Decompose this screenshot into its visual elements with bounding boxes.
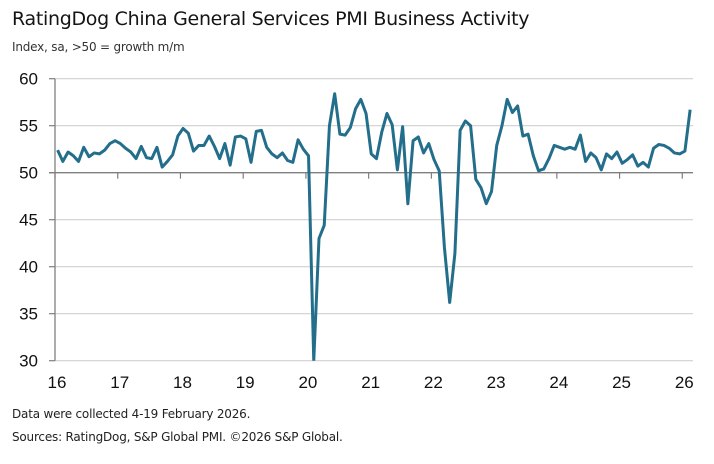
- series-line: [56, 92, 692, 361]
- y-tick-label: 55: [19, 117, 38, 136]
- x-tick-label: 24: [549, 373, 568, 392]
- axes: [49, 78, 693, 362]
- chart-plot: 30 35 40 45 50 55 60 16 17 18 19 20 21 22 23 24 25 26: [19, 70, 694, 392]
- sources-note: Sources: RatingDog, S&P Global PMI. ©202…: [12, 430, 343, 444]
- chart-subtitle: Index, sa, >50 = growth m/m: [12, 40, 185, 54]
- x-tick-label: 26: [675, 373, 694, 392]
- series-layer: [56, 92, 692, 361]
- y-tick-label: 45: [19, 211, 38, 230]
- data-collection-note: Data were collected 4-19 February 2026.: [12, 407, 251, 421]
- y-tick-label: 50: [19, 164, 38, 183]
- x-tick-label: 23: [487, 373, 506, 392]
- x-tick-label: 20: [298, 373, 317, 392]
- y-tick-label: 40: [19, 258, 38, 277]
- x-tick-label: 18: [173, 373, 192, 392]
- x-tick-label: 22: [424, 373, 443, 392]
- tick-labels: 30 35 40 45 50 55 60 16 17 18 19 20 21 22 23 24 25 26: [19, 70, 694, 392]
- x-tick-label: 17: [110, 373, 129, 392]
- x-tick-label: 19: [236, 373, 255, 392]
- x-tick-label: 16: [48, 373, 67, 392]
- x-tick-label: 21: [361, 373, 380, 392]
- x-tick-label: 25: [612, 373, 631, 392]
- y-tick-label: 35: [19, 305, 38, 324]
- chart-title: RatingDog China General Services PMI Bus…: [12, 8, 530, 30]
- gridlines: [55, 78, 693, 362]
- y-tick-label: 30: [19, 352, 38, 371]
- y-tick-label: 60: [19, 70, 38, 89]
